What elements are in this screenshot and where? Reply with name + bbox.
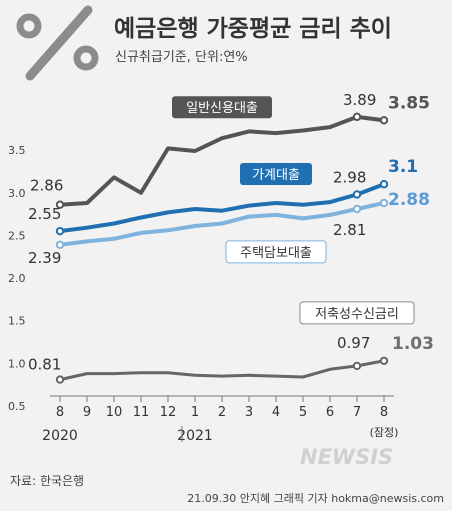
value-label-first: 2.39 [28, 249, 61, 267]
data-point-marker [55, 375, 65, 384]
data-point-marker [379, 356, 389, 365]
series-name-label: 저축성수신금리 [315, 307, 399, 322]
value-label-first: 0.81 [28, 356, 61, 374]
credit-line: 21.09.30 안지혜 그래픽 기자 hokma@newsis.com [187, 492, 444, 505]
series-line [59, 114, 385, 207]
percent-logo-icon [16, 5, 99, 81]
x-tick-label: 8 [380, 405, 388, 420]
page-subtitle: 신규취급기준, 단위:연% [115, 50, 248, 65]
y-tick-label: 1.5 [8, 315, 26, 328]
value-label-last: 3.85 [388, 93, 430, 113]
series-line [59, 201, 385, 247]
value-label-prev: 0.97 [337, 334, 370, 352]
value-label-prev: 2.98 [333, 169, 366, 187]
value-label-last: 1.03 [392, 334, 434, 354]
watermark-logo: NEWSIS [300, 445, 393, 469]
series-line [59, 359, 385, 382]
x-tick-label: 5 [299, 405, 307, 420]
x-tick-label: 12 [160, 405, 177, 420]
series-1: 2.55 2.98 3.1 가계대출 [28, 157, 418, 236]
value-label-prev: 2.81 [333, 221, 366, 239]
series-name-box [172, 96, 272, 119]
value-label-last: 2.88 [388, 190, 430, 210]
y-axis: 0.5 1.0 1.5 2.0 2.5 3.0 3.5 [8, 144, 26, 413]
x-tick-label: 7 [353, 405, 361, 420]
series-line [59, 182, 385, 234]
value-label-last: 3.1 [388, 157, 418, 177]
x-tick-label: 1 [191, 405, 199, 420]
data-point-marker [379, 198, 389, 208]
x-tick-label: 6 [326, 405, 334, 420]
series-0: 2.86 3.89 3.85 일반신용대출 [30, 91, 430, 209]
y-tick-label: 2.0 [8, 272, 26, 285]
x-tick-label: 3 [245, 405, 253, 420]
y-tick-label: 1.0 [8, 357, 26, 370]
value-label-first: 2.86 [30, 177, 63, 195]
x-tick-label: 11 [133, 405, 150, 420]
page-title: 예금은행 가중평균 금리 추이 [114, 16, 392, 42]
y-tick-label: 3.0 [8, 187, 26, 200]
data-point-marker [379, 116, 389, 125]
data-point-marker [55, 226, 65, 236]
data-point-marker [55, 200, 65, 209]
year-label-2021: 2021 [177, 428, 213, 444]
series-name-box [299, 301, 415, 325]
series-2: 2.39 2.81 2.88 주택담보대출 [28, 190, 430, 267]
x-tick-label: 4 [272, 405, 280, 420]
x-tick-label: 10 [106, 405, 123, 420]
series-name-label: 일반신용대출 [186, 101, 258, 116]
y-tick-label: 0.5 [8, 400, 26, 413]
y-tick-label: 3.5 [8, 144, 26, 157]
data-point-marker [379, 180, 389, 189]
series-name-box [225, 240, 327, 264]
data-point-marker [55, 240, 65, 249]
data-point-marker [352, 190, 362, 199]
data-point-marker [352, 361, 362, 371]
series-layer: 2.86 3.89 3.85 일반신용대출 2.55 2.98 3.1 가계대출 2.39 2.8… [28, 91, 434, 384]
x-tick-label: 2 [218, 405, 226, 420]
series-name-label: 주택담보대출 [240, 246, 312, 261]
value-label-prev: 3.89 [343, 91, 376, 109]
year-label-2020: 2020 [42, 428, 78, 444]
y-tick-label: 2.5 [8, 229, 26, 242]
value-label-first: 2.55 [28, 205, 61, 223]
source-note: 자료: 한국은행 [10, 473, 84, 488]
series-name-box [240, 163, 312, 185]
series-name-label: 가계대출 [252, 168, 300, 183]
x-tick-label: 9 [83, 405, 91, 420]
series-3: 0.81 0.97 1.03 저축성수신금리 [28, 301, 434, 384]
data-point-marker [352, 204, 362, 214]
data-point-marker [352, 112, 362, 122]
preliminary-note: (잠정) [370, 426, 399, 439]
x-tick-label: 8 [56, 405, 64, 420]
